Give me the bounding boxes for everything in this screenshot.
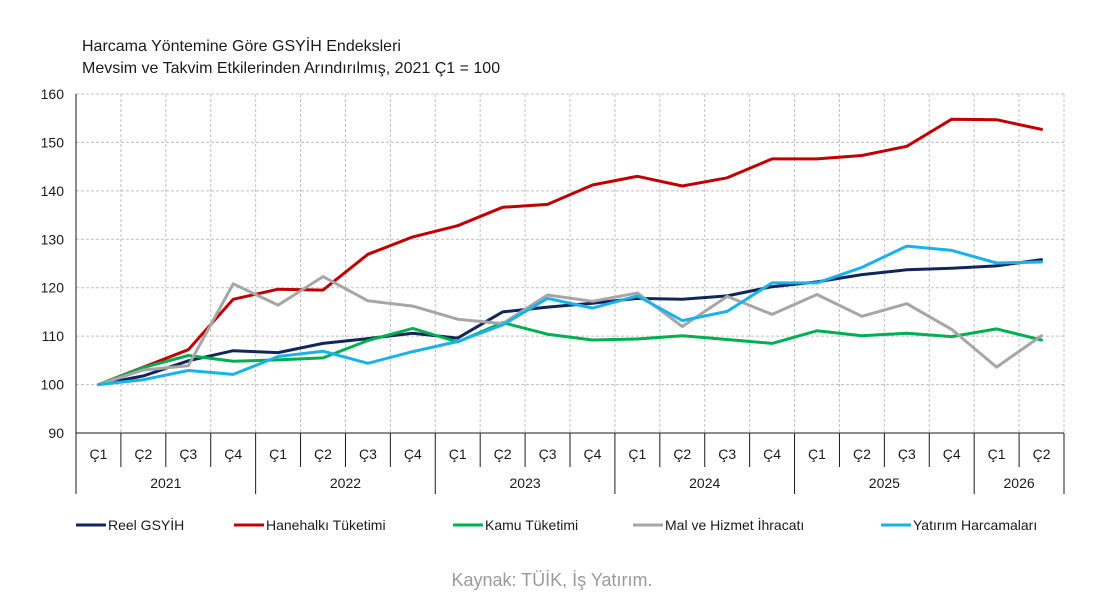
series-line-reel-gsyi-h [97,258,1043,387]
x-tick-label: Ç4 [763,446,781,462]
legend-label: Yatırım Harcamaları [913,517,1037,533]
y-tick-label: 100 [41,377,65,393]
legend-label: Mal ve Hizmet İhracatı [665,516,804,533]
grid-layer [76,93,1065,433]
chart-subtitle: Mevsim ve Takvim Etkilerinden Arındırılm… [82,60,501,77]
x-tick-label: Ç3 [539,446,557,462]
legend-item: Mal ve Hizmet İhracatı [633,516,804,533]
y-tick-label: 130 [41,231,65,247]
x-tick-label: Ç1 [449,446,467,462]
x-tick-label: Ç2 [1033,446,1051,462]
y-tick-label: 150 [41,134,65,150]
x-tick-label: Ç3 [718,446,736,462]
x-tick-label: Ç4 [584,446,602,462]
series-line-kamu-t-ketimi [97,321,1043,387]
year-label: 2026 [1004,475,1035,491]
x-tick-label: Ç2 [134,446,152,462]
chart-title-block: Harcama Yöntemine Göre GSYİH Endeksleri … [82,36,500,80]
legend-item: Kamu Tüketimi [453,517,578,533]
source-note: Kaynak: TÜİK, İş Yatırım. [451,570,653,590]
series-line-yat-r-m-harcamalar- [97,244,1043,387]
series-layer [97,117,1043,387]
x-tick-label: Ç1 [90,446,108,462]
x-tick-label: Ç4 [404,446,422,462]
x-tick-label: Ç1 [628,446,646,462]
x-tick-label: Ç2 [673,446,691,462]
series-line-mal-ve-hizmet-i-hracat- [97,275,1043,387]
y-tick-label: 120 [41,280,65,296]
x-tick-label: Ç4 [224,446,242,462]
y-tick-label: 90 [48,425,64,441]
year-label: 2022 [330,475,361,491]
legend-item: Yatırım Harcamaları [881,517,1037,533]
x-tick-label: Ç1 [269,446,287,462]
y-tick-label: 160 [41,86,65,102]
y-tick-label: 110 [42,328,65,344]
x-tick-label: Ç2 [853,446,871,462]
x-tick-label: Ç3 [359,446,377,462]
axis-layer: 90 100 110 120 130 140 150 160 Ç1 Ç2 Ç3 Ç4 Ç1 Ç2 Ç3 Ç4 Ç… [41,86,1065,494]
year-label: 2025 [869,475,900,491]
x-tick-label: Ç1 [808,446,826,462]
y-tick-label: 140 [41,183,65,199]
legend-label: Hanehalkı Tüketimi [266,517,386,533]
legend-label: Reel GSYİH [108,516,184,533]
x-tick-label: Ç4 [943,446,961,462]
x-tick-label: Ç3 [898,446,916,462]
line-chart: 90 100 110 120 130 140 150 160 Ç1 Ç2 Ç3 Ç4 Ç1 Ç2 Ç3 Ç4 Ç… [41,86,1065,533]
x-tick-label: Ç2 [494,446,512,462]
legend-item: Reel GSYİH [76,516,184,533]
x-tick-label: Ç3 [179,446,197,462]
legend: Reel GSYİH Hanehalkı Tüketimi Kamu Tüketim… [76,516,1037,533]
year-label: 2021 [150,475,181,491]
year-label: 2024 [689,475,720,491]
year-label: 2023 [510,475,541,491]
x-tick-label: Ç1 [988,446,1006,462]
chart-title: Harcama Yöntemine Göre GSYİH Endeksleri [82,38,401,55]
x-tick-label: Ç2 [314,446,332,462]
legend-item: Hanehalkı Tüketimi [234,517,386,533]
legend-label: Kamu Tüketimi [485,517,578,533]
